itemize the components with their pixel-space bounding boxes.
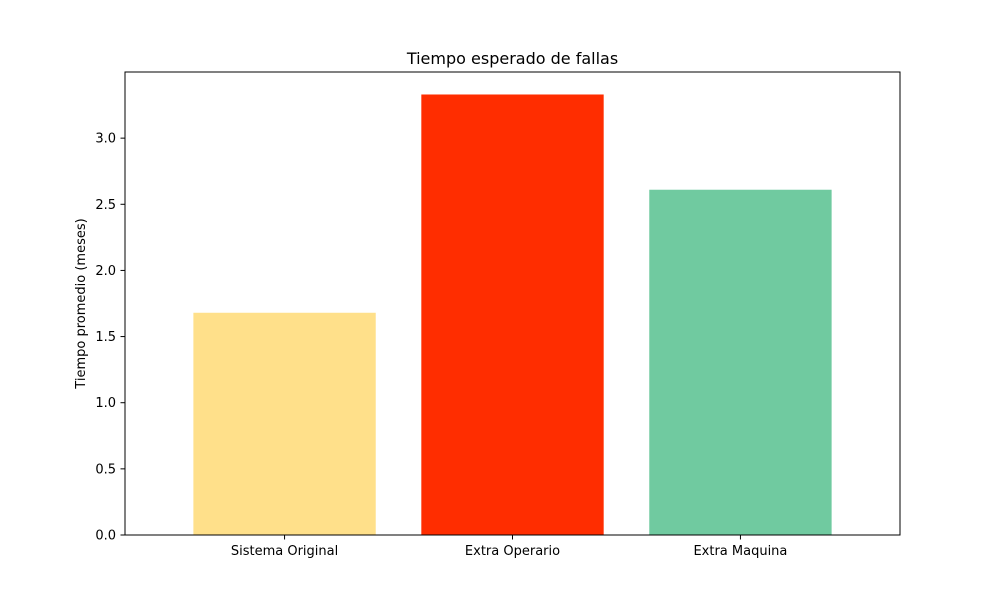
y-axis: 0.0 0.5 1.0 1.5 2.0 2.5 3.0 [95,132,125,544]
y-tick-label: 0.5 [95,462,116,477]
y-tick-label: 2.0 [95,264,116,279]
bar-0 [193,312,376,535]
x-tick-label: Extra Maquina [693,544,787,559]
y-tick-label: 1.0 [95,396,116,411]
y-tick-label: 3.0 [95,132,116,147]
bars-group [193,94,832,535]
bar-2 [649,189,832,535]
chart-title: Tiempo esperado de fallas [406,49,618,68]
x-axis: Sistema Original Extra Operario Extra Maqu… [231,535,787,559]
bar-1 [421,94,604,535]
x-tick-label: Extra Operario [465,544,560,559]
y-tick-label: 1.5 [95,330,116,345]
y-axis-label: Tiempo promedio (meses) [74,218,89,389]
y-tick-label: 0.0 [95,529,116,544]
y-tick-label: 2.5 [95,198,116,213]
plot-frame [124,71,901,536]
x-tick-label: Sistema Original [231,544,338,559]
